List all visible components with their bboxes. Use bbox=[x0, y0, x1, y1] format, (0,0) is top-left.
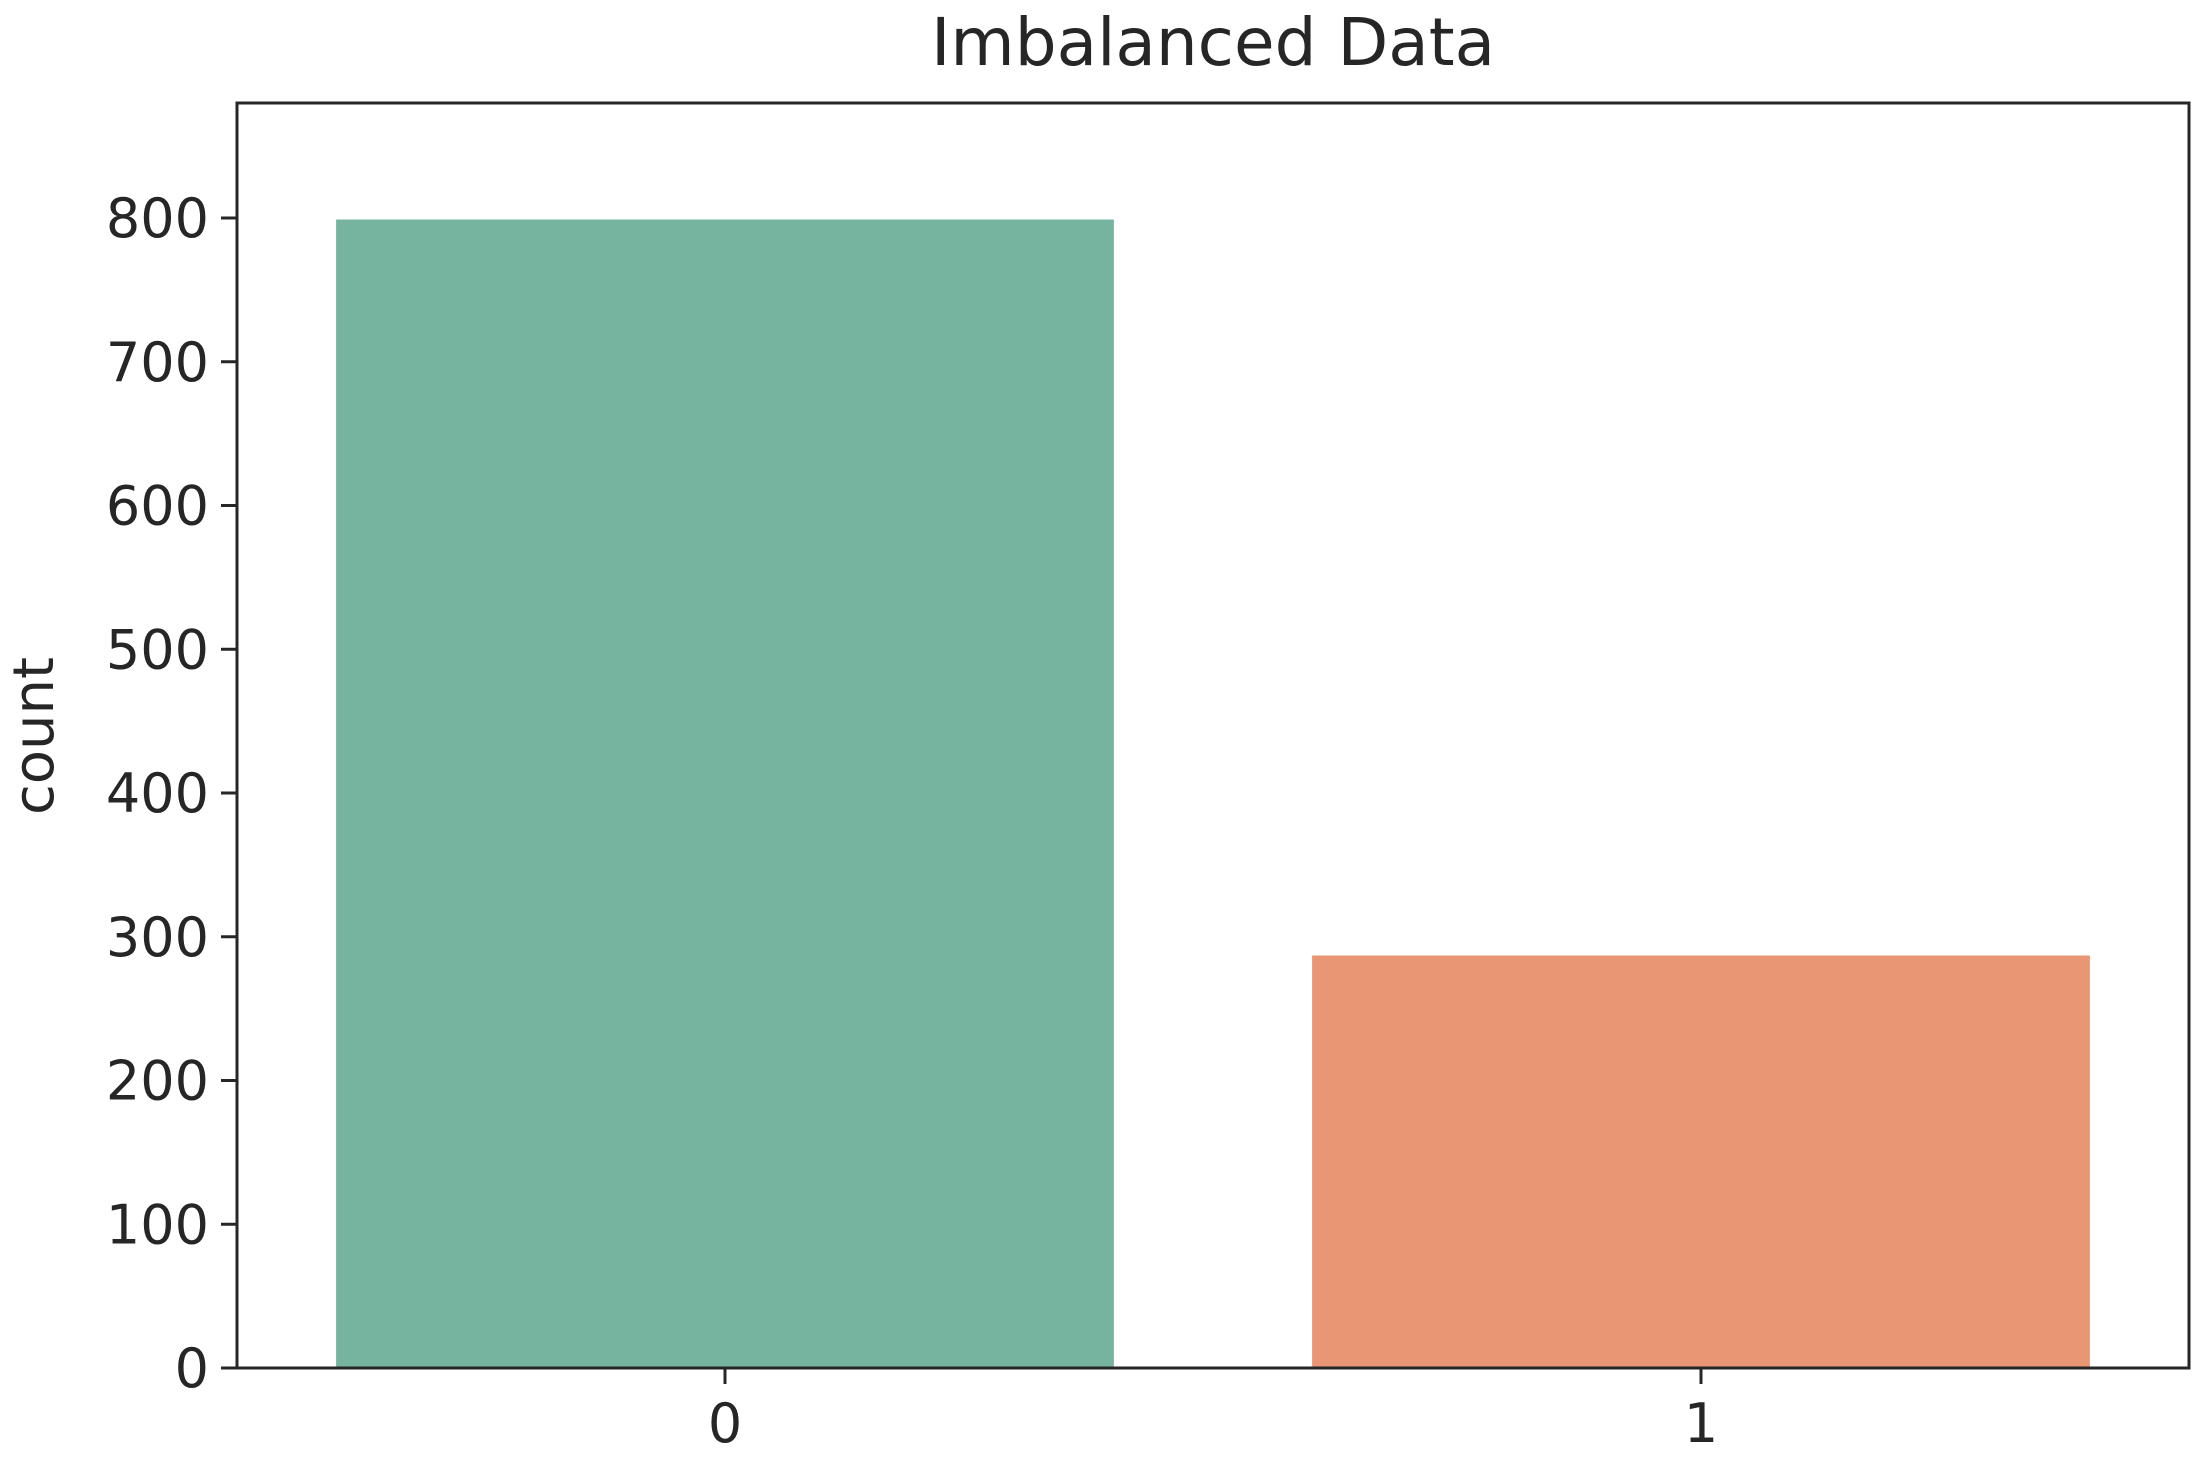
chart-title: Imbalanced Data bbox=[931, 4, 1495, 81]
y-tick-label: 0 bbox=[175, 1337, 209, 1400]
y-tick-label: 800 bbox=[106, 187, 209, 250]
y-tick-label: 600 bbox=[106, 475, 209, 538]
plot-frame bbox=[235, 101, 2191, 1370]
x-tick-label: 1 bbox=[1684, 1392, 1718, 1455]
y-axis-label: count bbox=[2, 657, 67, 815]
y-tick-label: 500 bbox=[106, 618, 209, 681]
bar-0 bbox=[333, 216, 1117, 1370]
x-tick-label: 0 bbox=[708, 1392, 742, 1455]
y-axis: 0 100 200 300 400 500 600 700 800 bbox=[106, 187, 237, 1400]
bar-1 bbox=[1309, 952, 2093, 1370]
y-tick-label: 200 bbox=[106, 1050, 209, 1113]
y-tick-label: 400 bbox=[106, 762, 209, 825]
y-tick-label: 700 bbox=[106, 331, 209, 394]
y-tick-label: 300 bbox=[106, 906, 209, 969]
bars-layer bbox=[333, 216, 2093, 1370]
y-tick-label: 100 bbox=[106, 1193, 209, 1256]
